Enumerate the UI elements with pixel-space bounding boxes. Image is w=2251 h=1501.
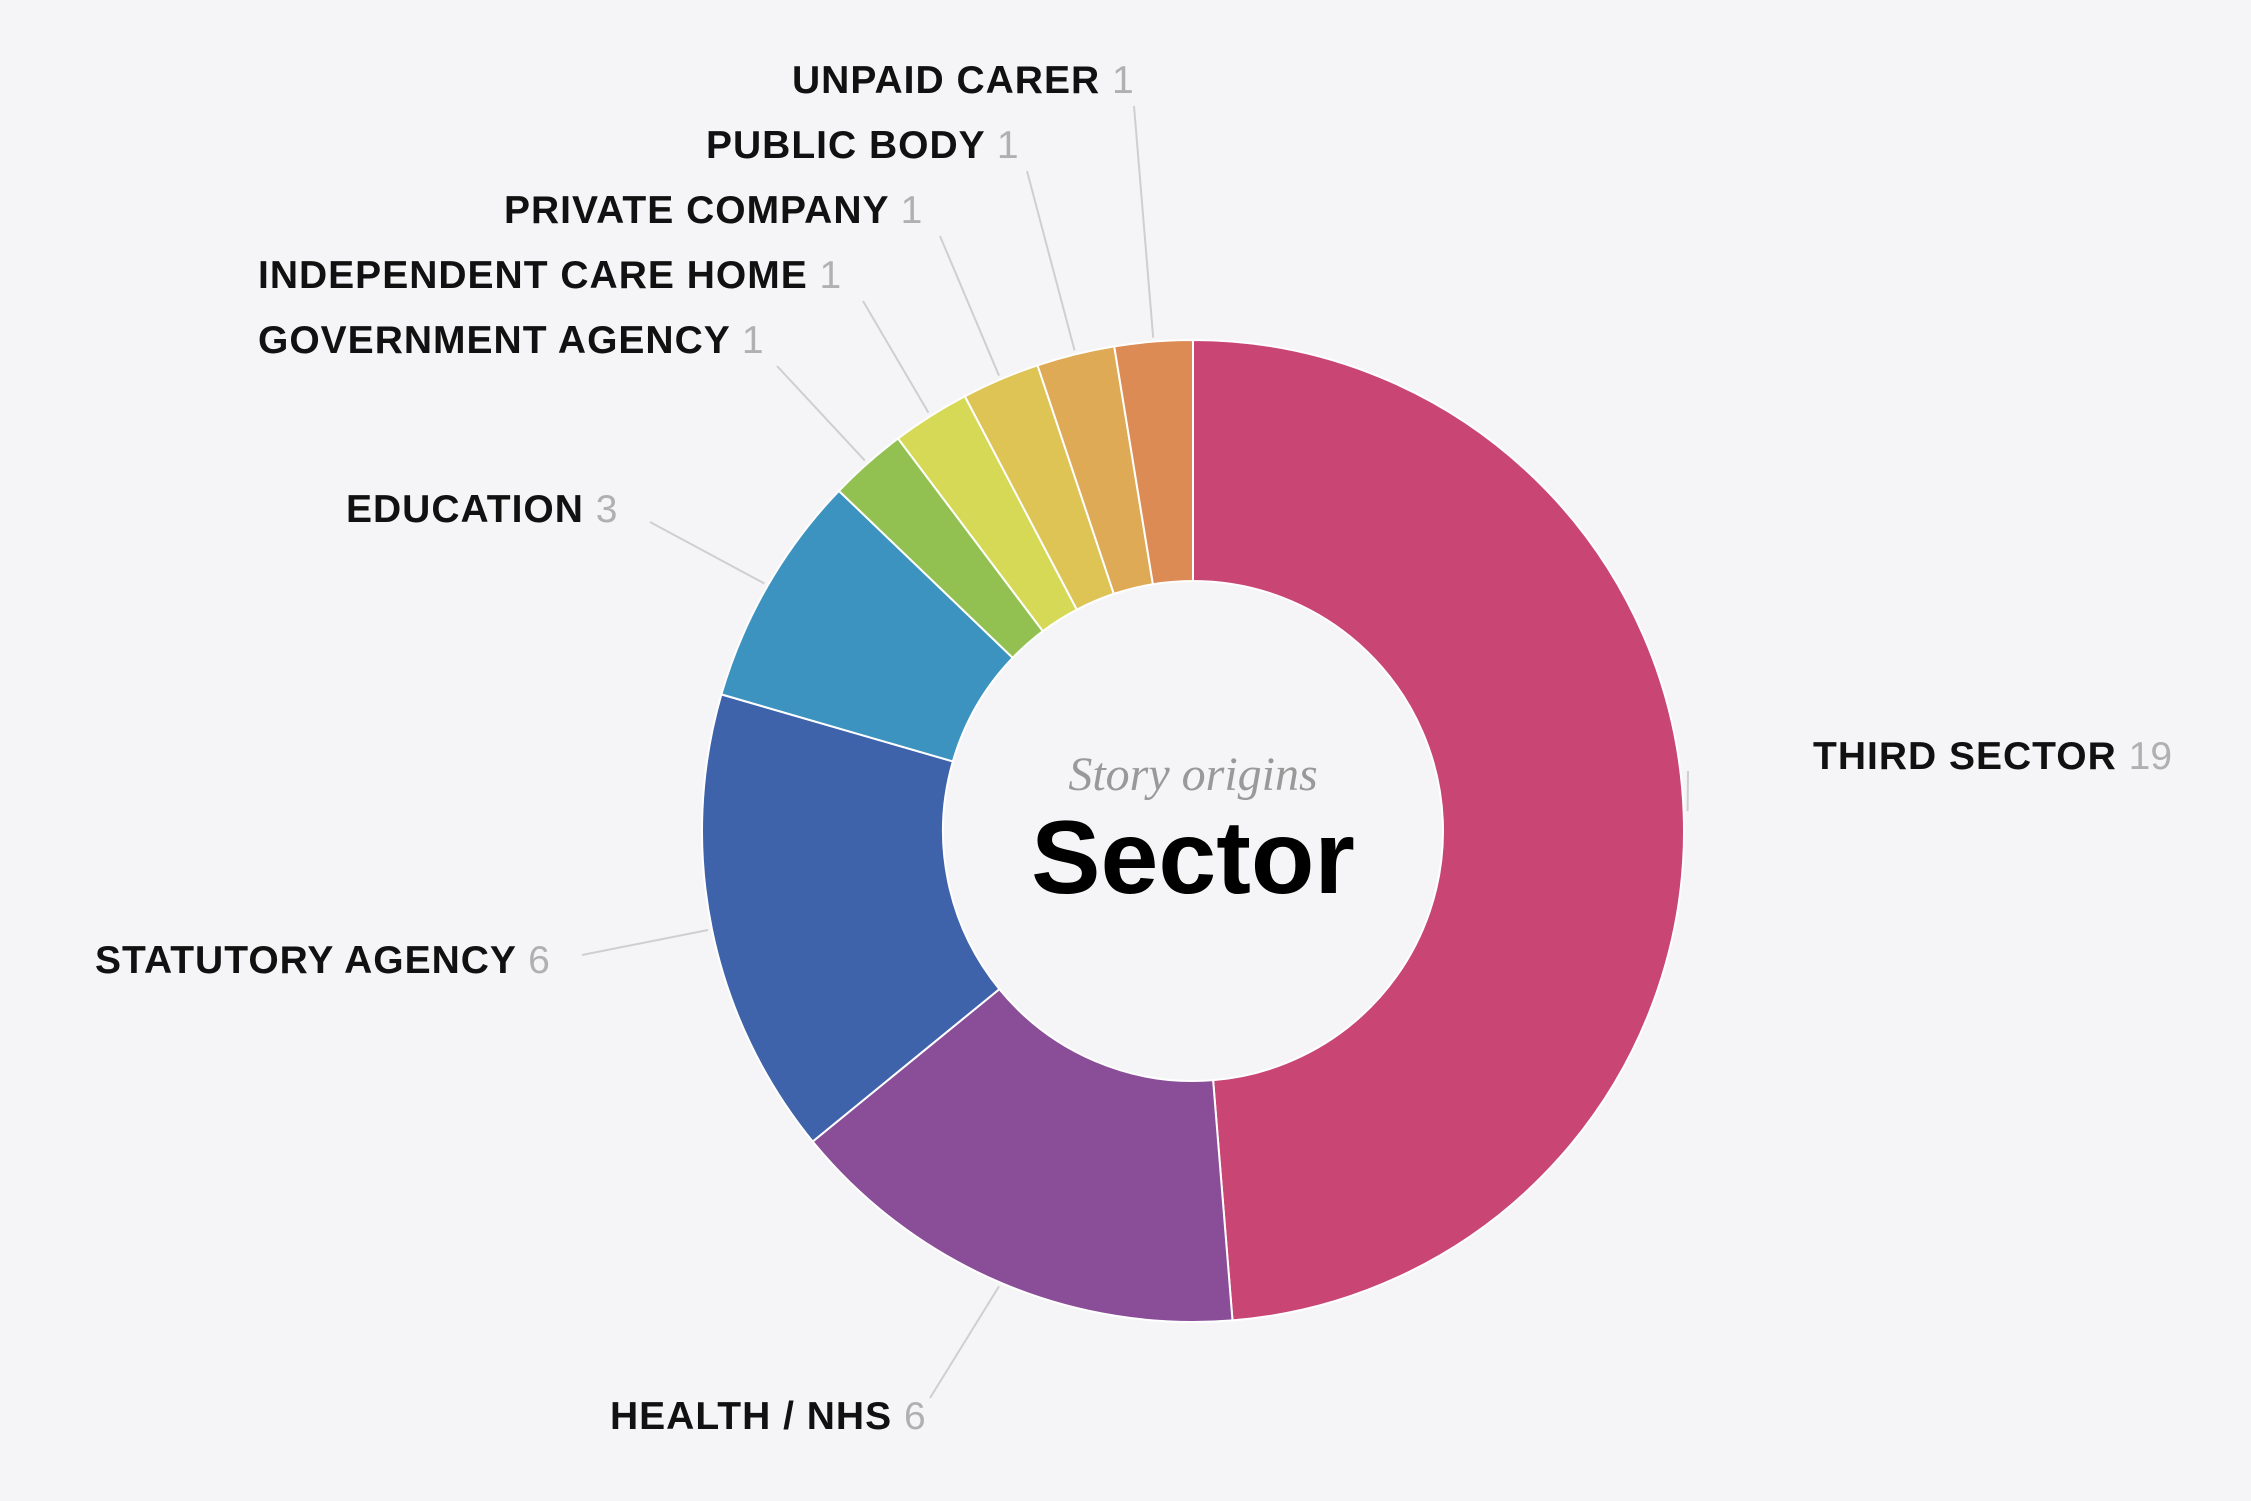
slice-label: THIRD SECTOR 19 bbox=[1813, 735, 2172, 778]
leader-lines bbox=[581, 105, 1689, 1399]
leader-line bbox=[929, 1285, 1000, 1399]
slice-unpaid-carer bbox=[1113, 338, 1194, 586]
slice-label-name: PUBLIC BODY bbox=[706, 124, 997, 167]
slice-label-name: PRIVATE COMPANY bbox=[504, 189, 901, 232]
leader-line bbox=[581, 929, 709, 956]
slice-label-value: 1 bbox=[820, 254, 842, 297]
slice-third-sector bbox=[1192, 338, 1686, 1322]
leader-line bbox=[939, 235, 1000, 376]
slice-label: PRIVATE COMPANY 1 bbox=[504, 189, 922, 232]
slice-health-nhs bbox=[811, 987, 1234, 1323]
slice-label-name: INDEPENDENT CARE HOME bbox=[258, 254, 820, 297]
slice-label-name: EDUCATION bbox=[346, 488, 596, 531]
slice-label-value: 19 bbox=[2129, 735, 2172, 778]
slice-label-value: 6 bbox=[528, 939, 550, 982]
leader-line bbox=[649, 521, 765, 585]
slice-label: GOVERNMENT AGENCY 1 bbox=[258, 319, 764, 362]
leader-line bbox=[776, 365, 866, 462]
slice-label: HEALTH / NHS 6 bbox=[610, 1395, 926, 1438]
slice-label-value: 1 bbox=[901, 189, 923, 232]
slice-label: PUBLIC BODY 1 bbox=[706, 124, 1019, 167]
slice-label-value: 6 bbox=[904, 1395, 926, 1438]
slice-label-name: UNPAID CARER bbox=[792, 59, 1112, 102]
slice-label-value: 3 bbox=[596, 488, 618, 531]
slice-label: STATUTORY AGENCY 6 bbox=[95, 939, 550, 982]
slice-label-name: HEALTH / NHS bbox=[610, 1395, 904, 1438]
slice-label-name: THIRD SECTOR bbox=[1813, 735, 2129, 778]
leader-line bbox=[1026, 170, 1076, 351]
slice-label-value: 1 bbox=[1112, 59, 1134, 102]
slice-label-value: 1 bbox=[742, 319, 764, 362]
chart-title: Sector bbox=[1031, 800, 1355, 916]
leader-line bbox=[862, 300, 930, 414]
slice-label: EDUCATION 3 bbox=[346, 488, 617, 531]
slice-label: INDEPENDENT CARE HOME 1 bbox=[258, 254, 841, 297]
chart-subtitle: Story origins bbox=[1068, 748, 1317, 801]
slice-label-name: GOVERNMENT AGENCY bbox=[258, 319, 742, 362]
leader-line bbox=[1133, 105, 1155, 338]
slice-label: UNPAID CARER 1 bbox=[792, 59, 1134, 102]
slice-statutory-agency bbox=[701, 693, 1001, 1143]
slice-label-name: STATUTORY AGENCY bbox=[95, 939, 528, 982]
donut-slices bbox=[701, 338, 1686, 1323]
slice-label-value: 1 bbox=[997, 124, 1019, 167]
